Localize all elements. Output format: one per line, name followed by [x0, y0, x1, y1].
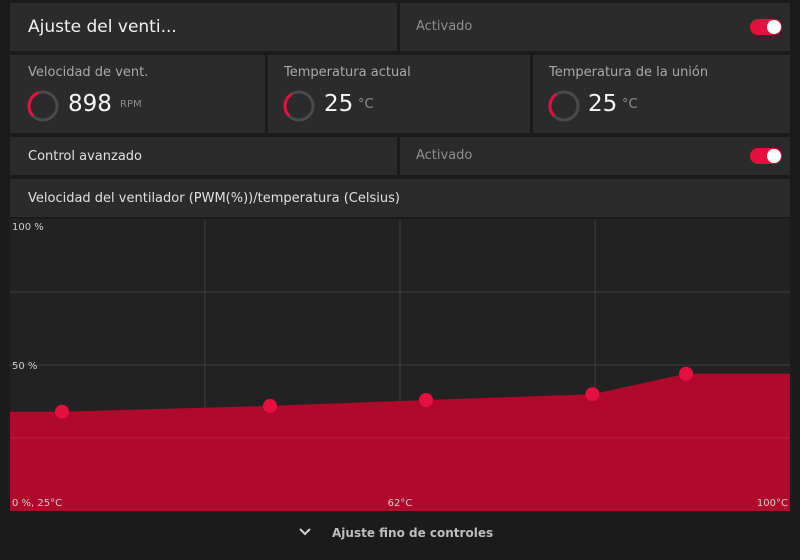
fan-tuning-status-label: Activado: [416, 19, 473, 34]
advanced-control-label-panel: Control avanzado: [10, 137, 397, 175]
fan-tuning-toggle[interactable]: [750, 19, 782, 35]
fan-speed-card: Velocidad de vent. 898 RPM: [10, 55, 265, 133]
page-title: Ajuste del venti...: [28, 17, 177, 37]
toggle-knob: [767, 20, 781, 34]
fan-curve-title-panel: Velocidad del ventilador (PWM(%))/temper…: [10, 179, 790, 217]
current-temp-value: 25: [324, 91, 354, 117]
fine-tune-controls-button[interactable]: Ajuste fino de controles: [332, 526, 494, 540]
advanced-control-status-label: Activado: [416, 148, 473, 163]
fan-speed-unit: RPM: [120, 99, 142, 110]
curve-point-2[interactable]: [263, 398, 277, 413]
fan-tuning-toggle-row: Activado: [400, 3, 790, 51]
junction-temp-unit: °C: [622, 97, 638, 112]
junction-temp-label: Temperatura de la unión: [549, 65, 709, 80]
curve-point-5[interactable]: [679, 366, 693, 381]
curve-point-3[interactable]: [419, 393, 433, 408]
chevron-down-icon[interactable]: [297, 525, 313, 539]
junction-temp-gauge-icon: [548, 90, 580, 122]
advanced-control-label: Control avanzado: [28, 148, 142, 164]
current-temp-label: Temperatura actual: [284, 65, 411, 80]
x-tick-100: 100°C: [757, 498, 788, 509]
current-temp-card: Temperatura actual 25 °C: [268, 55, 530, 133]
fan-curve-chart[interactable]: 100 % 50 % 0 %, 25°C 62°C 100°C: [10, 219, 790, 511]
y-tick-100: 100 %: [12, 222, 44, 233]
junction-temp-card: Temperatura de la unión 25 °C: [533, 55, 790, 133]
curve-point-1[interactable]: [55, 404, 69, 419]
current-temp-unit: °C: [358, 97, 374, 112]
advanced-control-toggle[interactable]: [750, 148, 782, 164]
curve-point-4[interactable]: [585, 387, 600, 402]
page-title-panel: Ajuste del venti...: [10, 3, 397, 51]
origin-tick: 0 %, 25°C: [12, 498, 62, 509]
y-tick-50: 50 %: [12, 361, 37, 372]
fan-speed-gauge-icon: [27, 90, 59, 122]
advanced-control-toggle-row: Activado: [400, 137, 790, 175]
fan-speed-label: Velocidad de vent.: [28, 65, 149, 80]
x-tick-62: 62°C: [388, 498, 413, 509]
fan-speed-value: 898: [68, 91, 112, 117]
toggle-knob: [767, 149, 781, 163]
junction-temp-value: 25: [588, 91, 618, 117]
fan-curve-area: [10, 373, 790, 511]
current-temp-gauge-icon: [283, 90, 315, 122]
fan-curve-title: Velocidad del ventilador (PWM(%))/temper…: [28, 190, 400, 206]
